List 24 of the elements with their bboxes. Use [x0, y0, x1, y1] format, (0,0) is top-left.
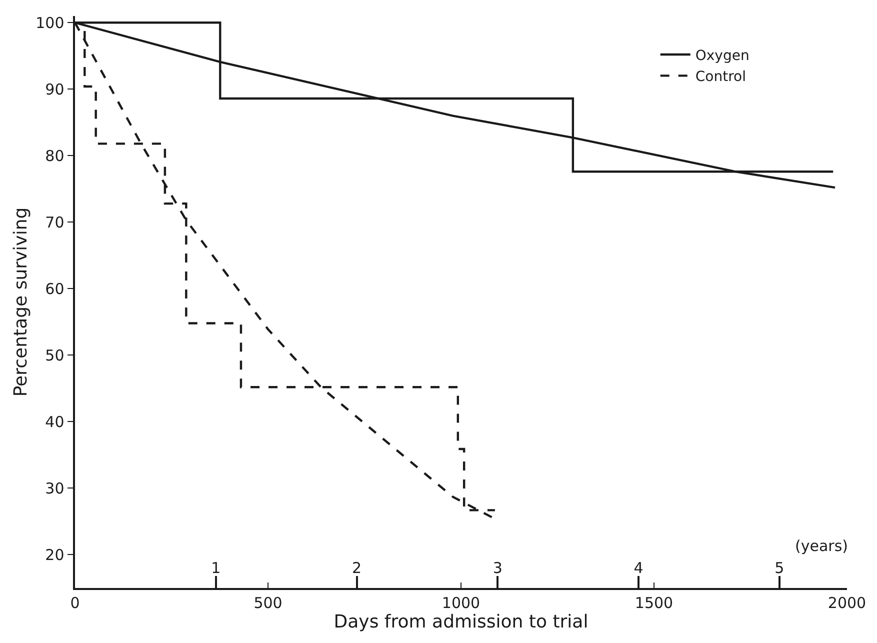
x-tick-label: 1500 — [634, 594, 674, 612]
y-tick-label: 30 — [45, 479, 64, 498]
x-tick-label: 2000 — [828, 594, 866, 612]
y-tick-label: 100 — [36, 14, 64, 32]
x-axis-title: Days from admission to trial — [334, 612, 588, 633]
x2-tick-label: 4 — [634, 559, 644, 577]
x2-tick-label: 5 — [774, 559, 784, 577]
legend-label: Oxygen — [695, 48, 750, 64]
x2-axis-title: (years) — [795, 537, 848, 555]
y-tick-label: 80 — [45, 146, 64, 165]
x-tick-label: 0 — [70, 594, 80, 612]
x-tick-label: 1000 — [442, 594, 480, 612]
y-axis-title: Percentage surviving — [10, 207, 32, 397]
y-tick-label: 90 — [45, 80, 64, 98]
legend-label: Control — [695, 69, 746, 86]
x-tick-label: 500 — [254, 594, 282, 612]
y-tick-label: 50 — [45, 346, 64, 364]
x2-tick-label: 1 — [211, 559, 221, 577]
x2-tick-label: 3 — [492, 559, 502, 577]
y-tick-label: 60 — [45, 280, 64, 298]
y-tick-label: 40 — [45, 412, 64, 431]
y-tick-label: 20 — [45, 546, 64, 564]
x2-tick-label: 2 — [352, 559, 362, 577]
y-tick-label: 70 — [45, 213, 64, 232]
